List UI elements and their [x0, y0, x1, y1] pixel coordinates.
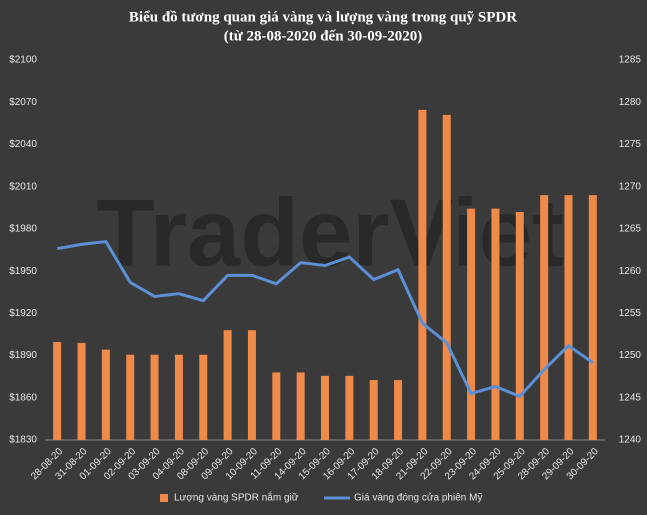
y2-tick-label: 1250: [619, 350, 642, 361]
y-tick-label: $1980: [9, 224, 37, 235]
chart-subtitle: (từ 28-08-2020 đến 30-09-2020): [224, 28, 423, 44]
y-tick-label: $1860: [9, 392, 37, 403]
y2-tick-label: 1245: [619, 392, 642, 403]
y2-tick-label: 1270: [619, 181, 642, 192]
bar: [540, 195, 549, 440]
bar: [174, 354, 183, 440]
y-tick-label: $2040: [9, 139, 37, 150]
bar: [515, 212, 524, 440]
y-tick-label: $1830: [9, 435, 37, 446]
bar: [272, 372, 281, 440]
bar: [321, 375, 329, 440]
watermark: TraderViet: [96, 179, 564, 286]
bar: [345, 375, 354, 440]
bar: [394, 380, 403, 440]
y-tick-label: $2010: [9, 181, 37, 192]
line: [56, 239, 594, 399]
bar: [101, 349, 110, 440]
y-tick-label: $2070: [9, 97, 37, 108]
bar: [564, 195, 573, 440]
bar: [442, 114, 451, 440]
y2-tick-label: 1255: [619, 308, 642, 319]
y2-tick-label: 1260: [619, 266, 642, 277]
y2-tick-label: 1285: [619, 55, 642, 66]
y-tick-label: $2100: [9, 55, 37, 66]
bar: [467, 208, 476, 440]
legend-swatch: [160, 494, 168, 502]
bar: [296, 372, 305, 440]
legend-label: Lượng vàng SPDR nắm giữ: [174, 491, 299, 504]
legend-label: Giá vàng đóng cửa phiên Mỹ: [354, 492, 482, 504]
y2-tick-label: 1275: [619, 139, 642, 150]
bar: [491, 208, 500, 440]
bar: [223, 330, 232, 440]
y-tick-label: $1890: [9, 350, 37, 361]
y2-tick-label: 1265: [619, 224, 642, 235]
bar: [588, 195, 597, 440]
bar: [53, 342, 62, 440]
y-tick-label: $1920: [9, 308, 37, 319]
chart-title: Biểu đồ tương quan giá vàng và lượng vàn…: [129, 9, 517, 25]
bar: [126, 354, 135, 440]
bar: [150, 354, 159, 440]
y-tick-label: $1950: [9, 266, 37, 277]
y2-tick-label: 1280: [619, 97, 642, 108]
bar: [369, 380, 378, 440]
bar: [77, 342, 86, 440]
bar: [199, 354, 208, 440]
bar: [247, 330, 256, 440]
bar: [418, 109, 427, 441]
y2-tick-label: 1240: [619, 435, 642, 446]
